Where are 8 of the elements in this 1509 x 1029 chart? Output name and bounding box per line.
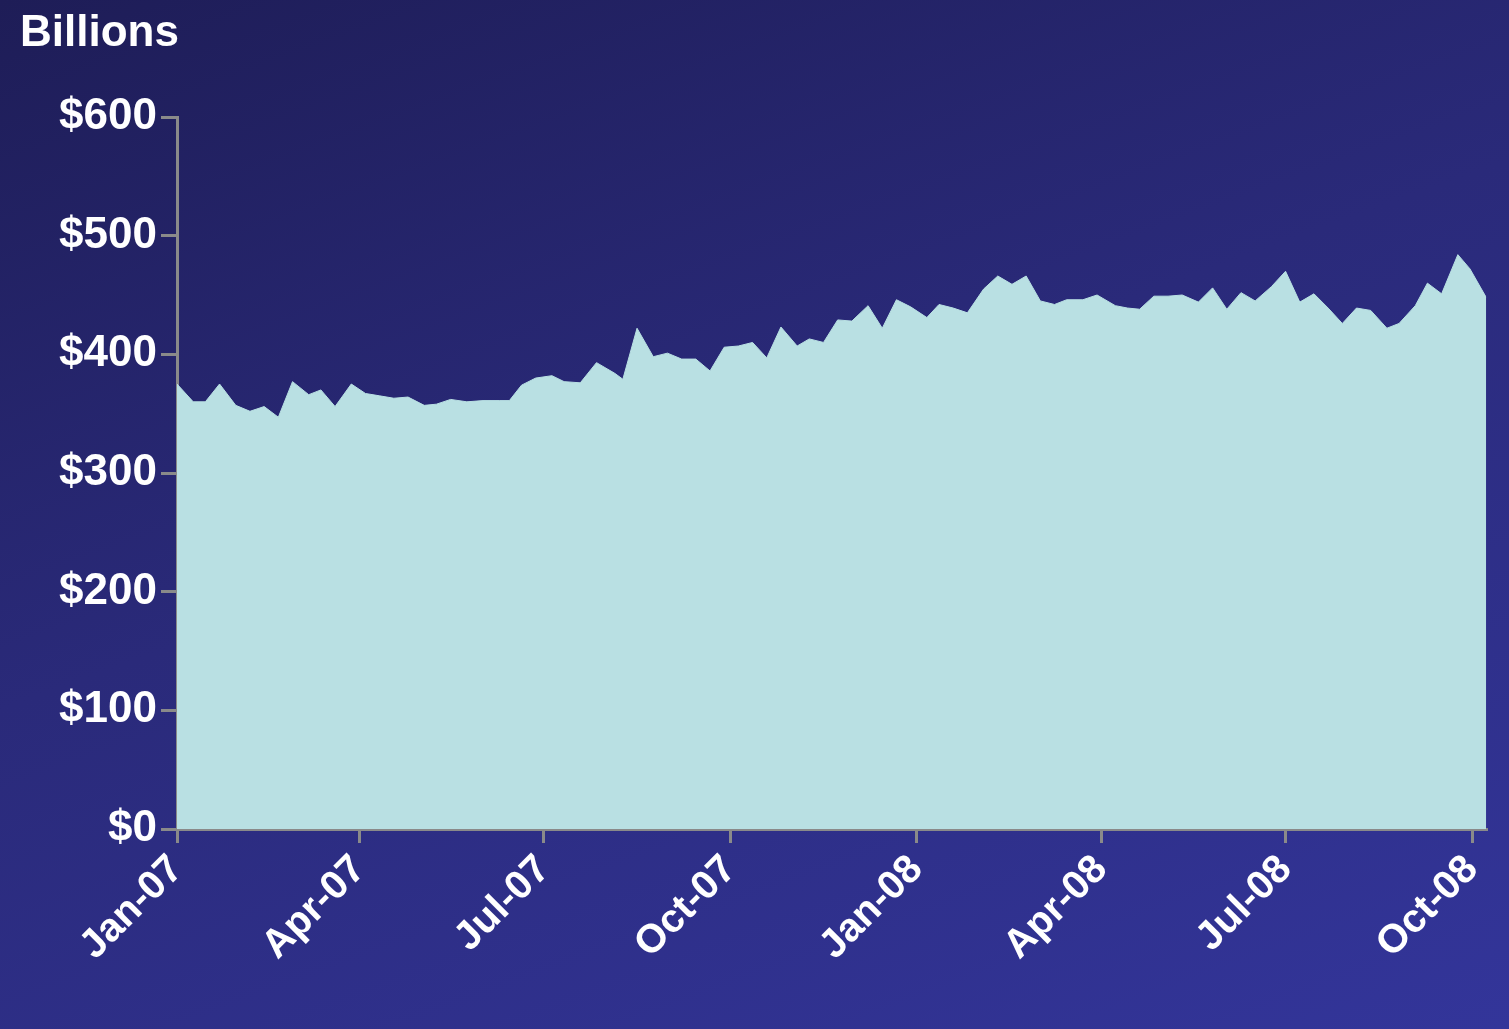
- y-tick-label: $600: [59, 89, 157, 139]
- y-tick-label: $100: [59, 682, 157, 732]
- chart-title: Billions: [20, 6, 179, 56]
- y-tick-label: $200: [59, 563, 157, 613]
- y-tick-label: $0: [108, 801, 157, 851]
- y-tick-label: $300: [59, 445, 157, 495]
- y-tick-label: $500: [59, 207, 157, 257]
- y-tick-label: $400: [59, 326, 157, 376]
